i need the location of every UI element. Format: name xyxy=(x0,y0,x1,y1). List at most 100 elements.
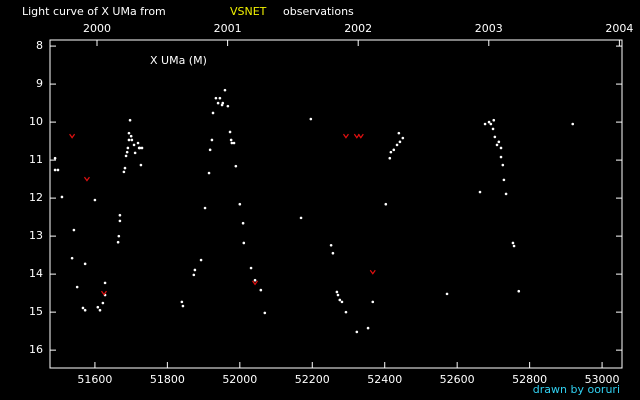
data-point xyxy=(101,301,105,305)
data-point xyxy=(70,256,74,260)
y-tick-label: 13 xyxy=(29,229,43,242)
data-point xyxy=(53,168,57,172)
data-point xyxy=(397,131,401,135)
x-tick-label: 52200 xyxy=(295,373,330,386)
x-tick-label: 52400 xyxy=(367,373,402,386)
data-point xyxy=(384,202,388,206)
data-point xyxy=(228,130,232,134)
data-point xyxy=(253,278,257,282)
y-tick-label: 9 xyxy=(36,77,43,90)
data-point xyxy=(395,143,399,147)
data-point xyxy=(336,293,340,297)
data-point xyxy=(127,138,131,142)
data-point xyxy=(489,122,493,126)
data-point xyxy=(208,148,212,152)
data-point xyxy=(487,120,491,124)
data-point xyxy=(497,140,501,144)
data-point xyxy=(299,216,303,220)
data-point xyxy=(389,150,393,154)
plot-frame xyxy=(49,39,623,369)
data-point xyxy=(340,300,344,304)
data-point xyxy=(140,146,144,150)
data-point xyxy=(571,122,575,126)
data-point xyxy=(499,155,503,159)
data-point xyxy=(72,228,76,232)
x-tick-label: 52800 xyxy=(512,373,547,386)
y-tick-label: 11 xyxy=(29,153,43,166)
data-point xyxy=(398,140,402,144)
annotation: X UMa (M) xyxy=(150,54,207,67)
data-point xyxy=(139,163,143,167)
data-point xyxy=(309,117,313,121)
y-tick-label: 8 xyxy=(36,39,43,52)
data-point xyxy=(132,143,136,147)
upper-limit-marker xyxy=(369,269,376,275)
data-point xyxy=(180,300,184,304)
data-point xyxy=(238,202,242,206)
data-point xyxy=(128,118,132,122)
data-point xyxy=(60,195,64,199)
upper-limit-marker xyxy=(342,133,349,139)
y-tick-label: 16 xyxy=(29,343,43,356)
data-point xyxy=(229,138,233,142)
data-point xyxy=(483,122,487,126)
data-point xyxy=(517,289,521,293)
x2-tick-label: 2004 xyxy=(605,22,633,35)
upper-limit-marker xyxy=(252,280,259,286)
data-point xyxy=(478,190,482,194)
data-point xyxy=(124,154,128,158)
chart-title: Light curve of X UMa from xyxy=(22,5,166,18)
data-point xyxy=(401,136,405,140)
data-point xyxy=(259,288,263,292)
x-tick-label: 52600 xyxy=(440,373,475,386)
data-point xyxy=(355,330,359,334)
data-point xyxy=(495,143,499,147)
data-point xyxy=(338,298,342,302)
data-point xyxy=(118,213,122,217)
x2-tick-label: 2003 xyxy=(475,22,503,35)
data-point xyxy=(388,156,392,160)
x-tick-label: 51800 xyxy=(150,373,185,386)
data-point xyxy=(366,326,370,330)
data-point xyxy=(210,138,214,142)
data-point xyxy=(491,127,495,131)
y-tick-label: 12 xyxy=(29,191,43,204)
x2-tick-label: 2002 xyxy=(344,22,372,35)
data-point xyxy=(83,308,87,312)
data-point xyxy=(53,156,57,160)
data-point xyxy=(241,221,245,225)
data-point xyxy=(193,268,197,272)
data-point xyxy=(263,311,267,315)
data-point xyxy=(117,234,121,238)
x-tick-label: 53000 xyxy=(585,373,620,386)
data-point xyxy=(116,240,120,244)
data-point xyxy=(93,198,97,202)
data-point xyxy=(130,138,134,142)
data-point xyxy=(211,111,215,115)
data-point xyxy=(493,135,497,139)
y-tick-label: 15 xyxy=(29,305,43,318)
data-point xyxy=(242,241,246,245)
data-point xyxy=(118,219,122,223)
upper-limit-marker xyxy=(69,133,76,139)
data-point xyxy=(216,101,220,105)
data-point xyxy=(223,88,227,92)
data-point xyxy=(133,151,137,155)
data-point xyxy=(499,146,503,150)
data-point xyxy=(56,168,60,172)
data-point xyxy=(192,273,196,277)
x-tick-label: 51600 xyxy=(77,373,112,386)
data-point xyxy=(125,150,129,154)
data-point xyxy=(344,310,348,314)
x2-tick-label: 2001 xyxy=(214,22,242,35)
data-point xyxy=(214,96,218,100)
data-point xyxy=(329,243,333,247)
data-point xyxy=(96,305,100,309)
data-point xyxy=(122,170,126,174)
title-suffix: observations xyxy=(283,5,354,18)
data-point xyxy=(126,146,130,150)
data-point xyxy=(492,118,496,122)
data-point xyxy=(129,134,133,138)
